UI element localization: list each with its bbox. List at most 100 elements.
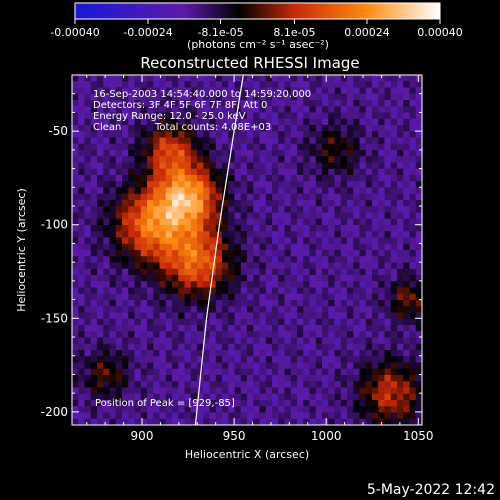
heatmap-cell — [353, 118, 360, 126]
heatmap-cell — [190, 243, 198, 251]
heatmap-cell — [265, 118, 273, 126]
heatmap-cell — [272, 237, 279, 245]
heatmap-cell — [303, 187, 310, 195]
heatmap-cell — [409, 418, 417, 425]
heatmap-cell — [153, 243, 160, 251]
heatmap-cell — [328, 343, 335, 351]
heatmap-cell — [159, 275, 167, 282]
heatmap-cell — [190, 250, 198, 257]
heatmap-cell — [390, 150, 398, 157]
heatmap-cell — [153, 400, 160, 407]
heatmap-cell — [240, 131, 248, 138]
heatmap-cell — [372, 237, 379, 245]
heatmap-cell — [340, 418, 348, 425]
heatmap-cell — [415, 118, 422, 126]
heatmap-cell — [222, 93, 229, 101]
heatmap-cell — [397, 193, 404, 201]
heatmap-cell — [197, 112, 204, 120]
heatmap-cell — [234, 93, 242, 101]
heatmap-cell — [378, 93, 385, 101]
heatmap-cell — [297, 343, 304, 351]
heatmap-cell — [328, 300, 335, 307]
heatmap-cell — [297, 331, 304, 338]
heatmap-cell — [147, 243, 154, 251]
heatmap-cell — [297, 143, 304, 151]
heatmap-cell — [72, 168, 79, 176]
heatmap-cell — [115, 93, 123, 101]
heatmap-cell — [290, 356, 298, 363]
heatmap-cell — [409, 218, 417, 226]
heatmap-cell — [403, 218, 410, 226]
heatmap-cell — [290, 193, 298, 201]
heatmap-cell — [209, 368, 217, 376]
heatmap-cell — [303, 118, 310, 126]
heatmap-cell — [303, 218, 310, 226]
heatmap-cell — [347, 143, 354, 151]
heatmap-cell — [328, 106, 335, 113]
heatmap-cell — [72, 406, 79, 413]
heatmap-cell — [184, 306, 192, 313]
heatmap-cell — [397, 300, 404, 307]
heatmap-cell — [297, 268, 304, 276]
heatmap-cell — [134, 293, 142, 301]
heatmap-cell — [209, 325, 217, 332]
heatmap-cell — [97, 275, 104, 282]
heatmap-cell — [240, 343, 248, 351]
heatmap-cell — [278, 268, 285, 276]
heatmap-cell — [265, 212, 273, 220]
heatmap-cell — [184, 400, 192, 407]
heatmap-cell — [222, 187, 229, 195]
heatmap-cell — [309, 206, 317, 213]
heatmap-cell — [415, 100, 422, 107]
heatmap-cell — [378, 318, 385, 326]
heatmap-cell — [147, 368, 154, 376]
heatmap-cell — [103, 300, 110, 307]
heatmap-cell — [178, 212, 185, 220]
heatmap-cell — [297, 356, 304, 363]
heatmap-cell — [253, 168, 260, 176]
heatmap-cell — [134, 225, 142, 232]
heatmap-cell — [247, 237, 254, 245]
heatmap-cell — [390, 75, 398, 82]
heatmap-cell — [290, 262, 298, 270]
heatmap-cell — [359, 206, 367, 213]
heatmap-cell — [140, 231, 148, 238]
heatmap-cell — [334, 368, 342, 376]
heatmap-cell — [415, 300, 422, 307]
heatmap-cell — [178, 262, 185, 270]
heatmap-cell — [165, 112, 173, 120]
heatmap-cell — [309, 187, 317, 195]
heatmap-cell — [234, 387, 242, 395]
heatmap-cell — [140, 337, 148, 345]
heatmap-cell — [122, 137, 129, 145]
heatmap-cell — [372, 75, 379, 82]
heatmap-cell — [240, 406, 248, 413]
heatmap-cell — [209, 187, 217, 195]
heatmap-cell — [159, 306, 167, 313]
heatmap-cell — [290, 237, 298, 245]
heatmap-cell — [284, 368, 292, 376]
heatmap-cell — [178, 168, 185, 176]
heatmap-cell — [247, 368, 254, 376]
heatmap-cell — [384, 350, 392, 357]
heatmap-cell — [209, 400, 217, 407]
heatmap-cell — [90, 400, 98, 407]
heatmap-cell — [90, 100, 98, 107]
heatmap-cell — [359, 412, 367, 420]
heatmap-cell — [397, 156, 404, 163]
heatmap-cell — [109, 312, 117, 320]
heatmap-cell — [153, 143, 160, 151]
heatmap-cell — [190, 337, 198, 345]
heatmap-cell — [134, 281, 142, 288]
heatmap-cell — [340, 406, 348, 413]
heatmap-cell — [340, 400, 348, 407]
heatmap-cell — [153, 168, 160, 176]
heatmap-cell — [109, 387, 117, 395]
heatmap-cell — [84, 125, 92, 132]
heatmap-cell — [147, 312, 154, 320]
heatmap-cell — [90, 300, 98, 307]
heatmap-cell — [97, 318, 104, 326]
heatmap-cell — [384, 143, 392, 151]
heatmap-cell — [115, 331, 123, 338]
heatmap-cell — [84, 418, 92, 425]
